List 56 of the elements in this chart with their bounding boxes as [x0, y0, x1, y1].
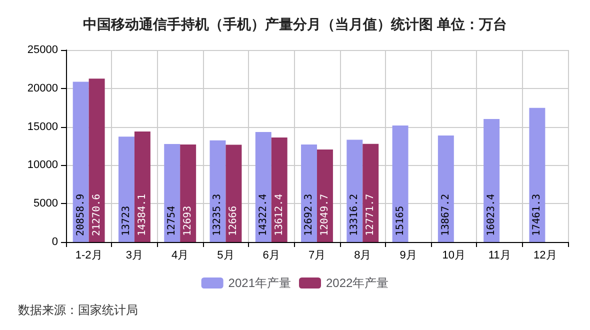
- bar: [180, 144, 196, 242]
- bar: [346, 140, 363, 242]
- source-note: 数据来源：国家统计局: [18, 303, 138, 317]
- bar: [301, 144, 317, 242]
- x-tick-label: 9月: [400, 250, 417, 262]
- y-tick-label: 20000: [27, 82, 58, 94]
- x-tick-label: 11月: [488, 250, 511, 262]
- data-label: 13723: [120, 206, 132, 236]
- x-tick-label: 6月: [262, 250, 280, 262]
- bar: [392, 126, 408, 242]
- x-tick-label: 3月: [126, 250, 144, 262]
- y-tick-label: 10000: [27, 159, 58, 172]
- data-label: 12692.3: [304, 194, 315, 236]
- data-label: 17461.3: [532, 194, 543, 236]
- bar: [118, 136, 134, 242]
- y-tick-label: 25000: [27, 44, 58, 56]
- x-tick-label: 5月: [217, 250, 234, 262]
- chart-title: 中国移动通信手持机（手机）产量分月（当月值）统计图 单位：万台: [83, 16, 507, 32]
- data-label: 12049.7: [319, 194, 330, 236]
- legend-label: 2022年产量: [326, 276, 389, 290]
- data-label: 13612.4: [274, 194, 285, 236]
- bar: [362, 144, 379, 242]
- data-label: 21270.6: [91, 194, 102, 236]
- bar: [438, 136, 454, 242]
- x-tick-label: 1-2月: [75, 250, 102, 262]
- data-label: 16023.4: [486, 194, 498, 236]
- bar: [88, 78, 105, 242]
- bar: [226, 144, 242, 242]
- data-label: 12666: [228, 206, 240, 236]
- data-label: 14322.4: [258, 194, 269, 236]
- y-tick-label: 0: [52, 236, 58, 248]
- bar: [317, 149, 333, 242]
- y-tick-label: 15000: [27, 120, 58, 133]
- x-tick-label: 7月: [308, 250, 326, 262]
- data-label: 13316.2: [349, 194, 360, 236]
- bar: [271, 137, 288, 242]
- data-label: 15165: [394, 206, 406, 236]
- x-tick-label: 8月: [354, 250, 372, 262]
- x-tick-label: 10月: [442, 250, 466, 262]
- y-tick-label: 5000: [34, 198, 58, 210]
- x-tick-label: 12月: [534, 250, 557, 262]
- bar: [255, 132, 272, 242]
- data-label: 13235.3: [212, 194, 224, 236]
- data-label: 12771.7: [365, 194, 376, 236]
- bar: [134, 132, 150, 242]
- bar: [484, 118, 500, 242]
- bar: [529, 108, 546, 242]
- x-tick-label: 4月: [172, 250, 189, 262]
- data-label: 14384.1: [136, 194, 148, 236]
- data-label: 13867.2: [440, 194, 452, 236]
- data-label: 12754: [166, 206, 178, 236]
- data-label: 12693: [182, 206, 194, 236]
- bar: [72, 82, 89, 242]
- legend-label: 2021年产量: [228, 276, 292, 290]
- data-label: 20858.9: [75, 194, 86, 236]
- bar: [164, 144, 180, 242]
